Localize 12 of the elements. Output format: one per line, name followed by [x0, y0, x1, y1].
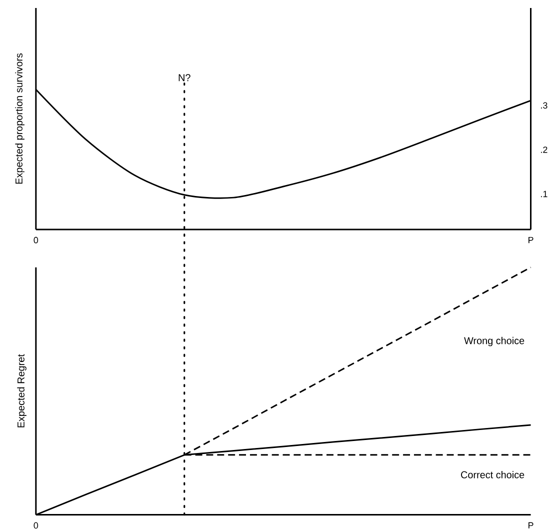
x-tick-label: 0: [34, 522, 38, 529]
y-axis-title: Expected proportion survivors: [15, 53, 24, 184]
y-axis-title: Expected Regret: [17, 354, 26, 428]
x-tick-label: P: [528, 236, 534, 244]
series-label: Correct choice: [461, 471, 524, 478]
y-tick-label: .2: [541, 146, 548, 153]
annotation: N?: [178, 74, 190, 82]
text: Wrong choice: [464, 336, 524, 346]
x-tick-label: P: [528, 522, 534, 528]
x-tick-label: 0: [34, 236, 38, 244]
y-tick-label: .1: [541, 190, 548, 198]
y-tick-label: .3: [541, 102, 548, 109]
